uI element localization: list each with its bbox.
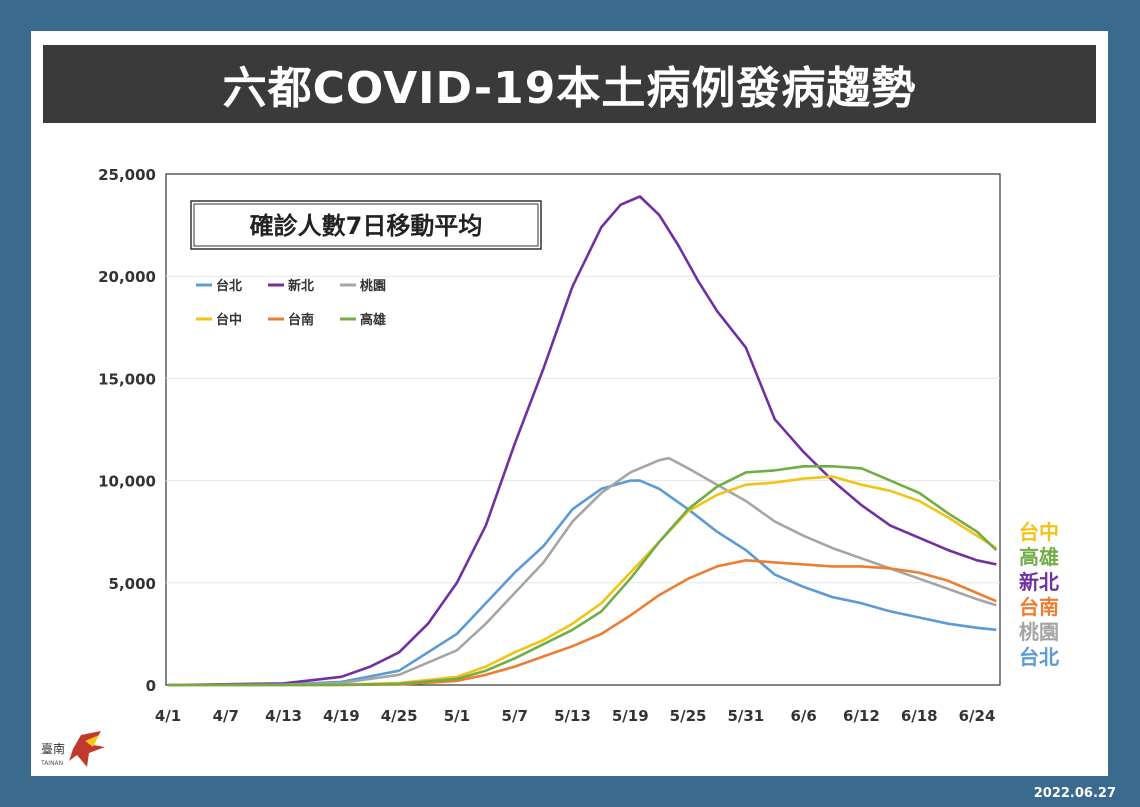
chart-subtitle: 確診人數7日移動平均: [250, 212, 483, 240]
legend-label: 台中: [216, 312, 242, 328]
legend-item-台北: 台北: [196, 278, 242, 294]
plot-area: [165, 173, 1001, 686]
series-line-台南: [167, 559, 997, 687]
legend-label: 桃園: [360, 278, 386, 294]
x-tick-label: 4/1: [155, 707, 181, 725]
y-tick-label: 20,000: [98, 268, 156, 286]
x-tick-label: 4/13: [265, 707, 302, 725]
line-chart: 0 5,000 10,000 15,000 20,000 25,000 4/1 4/7 4/13…: [98, 166, 1059, 725]
chart-subtitle-box: 確診人數7日移動平均: [190, 200, 542, 250]
end-label-高雄: 高雄: [1019, 545, 1059, 569]
x-tick-label: 5/13: [554, 707, 591, 725]
page-title: 六都COVID-19本土病例發病趨勢: [43, 45, 1096, 123]
legend-item-桃園: 桃園: [340, 278, 386, 294]
logo-subtext: TAINAN: [40, 760, 63, 767]
x-tick-label: 6/12: [843, 707, 880, 725]
y-tick-label: 15,000: [98, 370, 156, 388]
x-tick-label: 6/24: [959, 707, 996, 725]
series-line-高雄: [167, 465, 998, 687]
x-tick-label: 4/19: [323, 707, 360, 725]
y-tick-label: 10,000: [98, 473, 156, 491]
tainan-logo: 臺南 TAINAN: [39, 727, 109, 771]
chart-card: 六都COVID-19本土病例發病趨勢 0 5,000 10,000 15,000 20,…: [31, 31, 1108, 776]
x-tick-label: 5/25: [670, 707, 707, 725]
end-label-台南: 台南: [1019, 595, 1059, 619]
series-line-新北: [167, 195, 997, 687]
x-tick-label: 6/18: [901, 707, 938, 725]
series-line-台中: [167, 475, 997, 687]
end-label-新北: 新北: [1019, 570, 1059, 594]
legend-label: 台南: [288, 312, 314, 328]
end-label-桃園: 桃園: [1019, 620, 1059, 644]
legend-item-新北: 新北: [268, 278, 314, 294]
series-line-台北: [167, 479, 997, 687]
x-tick-label: 5/7: [502, 707, 528, 725]
x-tick-label: 5/1: [444, 707, 470, 725]
y-tick-label: 5,000: [109, 575, 156, 593]
end-label-台中: 台中: [1019, 520, 1059, 544]
legend-label: 台北: [216, 278, 242, 294]
logo-text: 臺南: [41, 741, 65, 756]
end-label-台北: 台北: [1019, 645, 1059, 669]
legend-item-台中: 台中: [196, 312, 242, 328]
x-tick-label: 5/31: [727, 707, 764, 725]
x-tick-label: 5/19: [612, 707, 649, 725]
legend-item-高雄: 高雄: [340, 312, 386, 328]
legend-label: 新北: [288, 278, 314, 294]
x-tick-label: 4/7: [213, 707, 239, 725]
y-tick-label: 25,000: [98, 166, 156, 184]
x-tick-label: 6/6: [790, 707, 816, 725]
date-stamp: 2022.06.27: [1033, 786, 1116, 801]
legend-label: 高雄: [360, 312, 386, 328]
y-tick-label: 0: [146, 677, 156, 695]
x-tick-label: 4/25: [381, 707, 418, 725]
legend-item-台南: 台南: [268, 312, 314, 328]
